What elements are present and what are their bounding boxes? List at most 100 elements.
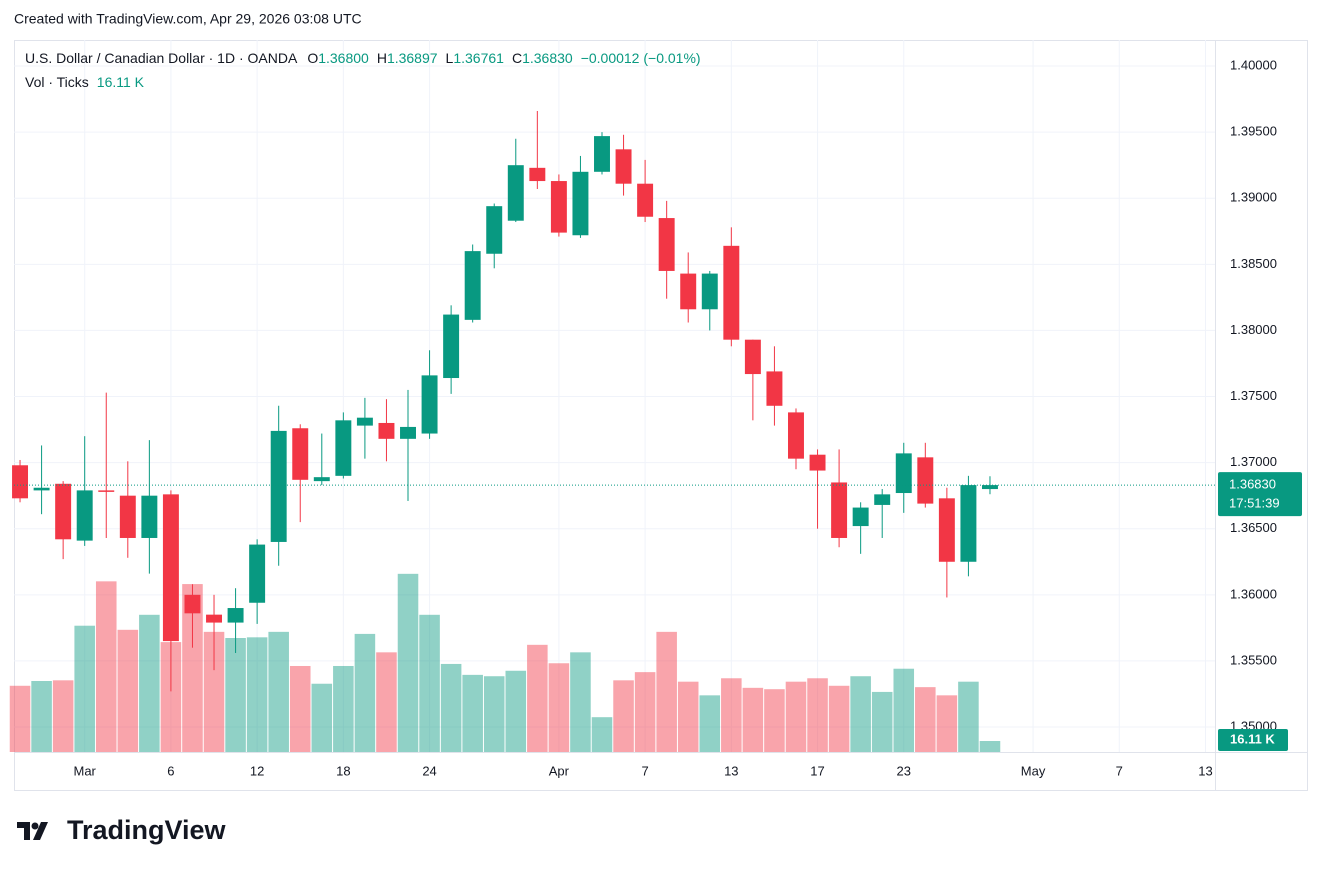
candle-body <box>766 371 783 406</box>
candles <box>12 110 1215 692</box>
y-tick-label: 1.39000 <box>1230 190 1277 205</box>
candle-body <box>249 544 266 603</box>
y-tick-label: 1.36000 <box>1230 586 1277 601</box>
candle-body <box>938 498 955 562</box>
volume-bar <box>850 676 871 752</box>
x-tick-label: May <box>1021 763 1046 778</box>
volume-bar <box>871 691 893 752</box>
x-tick-label: 6 <box>167 763 174 778</box>
countdown: 17:51:39 <box>1229 496 1280 511</box>
candle-body <box>378 422 395 439</box>
candle-body <box>206 614 222 623</box>
candle-body <box>981 485 998 490</box>
candle-body <box>637 183 654 217</box>
candle-body <box>227 608 244 623</box>
volume-pane <box>9 573 1001 752</box>
candle-body <box>443 314 460 379</box>
candle-body <box>701 273 718 310</box>
volume-bar <box>721 678 742 752</box>
ohlc-value: 1.36897 <box>387 50 438 66</box>
x-tick-label: Apr <box>549 763 570 778</box>
candle-body <box>507 165 524 221</box>
candle-body <box>141 495 158 538</box>
candle-body <box>895 453 912 494</box>
ohlc-key: O <box>307 50 318 66</box>
candle-body <box>335 420 352 476</box>
ohlc-value: 1.36761 <box>453 50 504 66</box>
x-tick-label: 7 <box>641 763 648 778</box>
volume-bar <box>376 652 397 752</box>
candle-body <box>98 490 115 492</box>
candle-body <box>874 494 891 505</box>
x-tick-label: Mar <box>74 763 97 778</box>
volume-bar <box>893 668 915 752</box>
volume-bar <box>95 581 117 752</box>
ohlc-key: H <box>377 50 387 66</box>
volume-bar <box>139 614 160 752</box>
candle-body <box>464 251 481 320</box>
created-note: Created with TradingView.com, Apr 29, 20… <box>14 11 362 27</box>
volume-value-label: 16.11 K <box>1230 731 1275 746</box>
volume-bar <box>354 633 376 752</box>
ohlc-key: L <box>446 50 454 66</box>
x-tick-label: 7 <box>1116 763 1123 778</box>
volume-value-box <box>1218 729 1288 751</box>
volume-bar <box>634 672 656 752</box>
volume-bar <box>440 663 462 752</box>
candle-body <box>76 490 93 541</box>
candle-body <box>421 375 438 434</box>
candle-body <box>529 167 546 182</box>
candle-body <box>400 426 416 439</box>
y-tick-label: 1.35500 <box>1230 652 1277 667</box>
candle-body <box>184 594 201 614</box>
candle-body <box>270 430 287 542</box>
volume-bar <box>570 652 591 752</box>
volume-bar <box>613 680 634 752</box>
volume-title: Vol · Ticks <box>25 74 89 90</box>
volume-bar <box>548 663 570 752</box>
last-price-label: 1.36830 <box>1229 477 1276 492</box>
volume-bar <box>483 676 505 752</box>
y-tick-label: 1.37500 <box>1230 388 1277 403</box>
volume-bar <box>656 631 677 752</box>
volume-bar <box>527 644 548 752</box>
candle-body <box>917 457 934 504</box>
logo-dot <box>31 822 39 830</box>
volume-bar <box>419 614 440 752</box>
volume-bar <box>333 665 354 752</box>
volume-bar <box>677 681 699 752</box>
candle-body <box>809 454 826 471</box>
volume-bar <box>311 683 333 752</box>
volume-bar <box>936 695 958 752</box>
y-tick-label: 1.38000 <box>1230 322 1277 337</box>
candle-body <box>723 245 740 340</box>
candle-body <box>960 485 977 562</box>
volume-bar <box>979 741 1001 752</box>
grid <box>14 40 1215 752</box>
candle-body <box>852 507 869 527</box>
candle-body <box>33 487 50 491</box>
logo-mark <box>17 822 48 840</box>
ohlc-value: 1.36830 <box>522 50 573 66</box>
volume-value: 16.11 K <box>97 74 145 90</box>
volume-bar <box>915 687 936 752</box>
labels: 1.350001.355001.360001.365001.370001.375… <box>25 50 1302 778</box>
x-tick-label: 17 <box>810 763 824 778</box>
ohlc-key: C <box>512 50 522 66</box>
x-tick-label: 12 <box>250 763 264 778</box>
candle-body <box>162 494 179 642</box>
volume-bar <box>182 584 203 752</box>
change: −0.00012 (−0.01%) <box>581 50 701 66</box>
y-tick-label: 1.40000 <box>1230 57 1277 72</box>
volume-bar <box>117 629 139 752</box>
x-tick-label: 24 <box>422 763 436 778</box>
volume-bar <box>203 631 225 752</box>
volume-bar <box>74 625 95 752</box>
candle-body <box>680 273 697 310</box>
symbol: U.S. Dollar / Canadian Dollar · 1D · OAN… <box>25 50 298 66</box>
volume-bar <box>268 631 289 752</box>
candle-body <box>12 465 29 499</box>
volume-bar <box>52 680 74 752</box>
candle-body <box>831 482 848 538</box>
